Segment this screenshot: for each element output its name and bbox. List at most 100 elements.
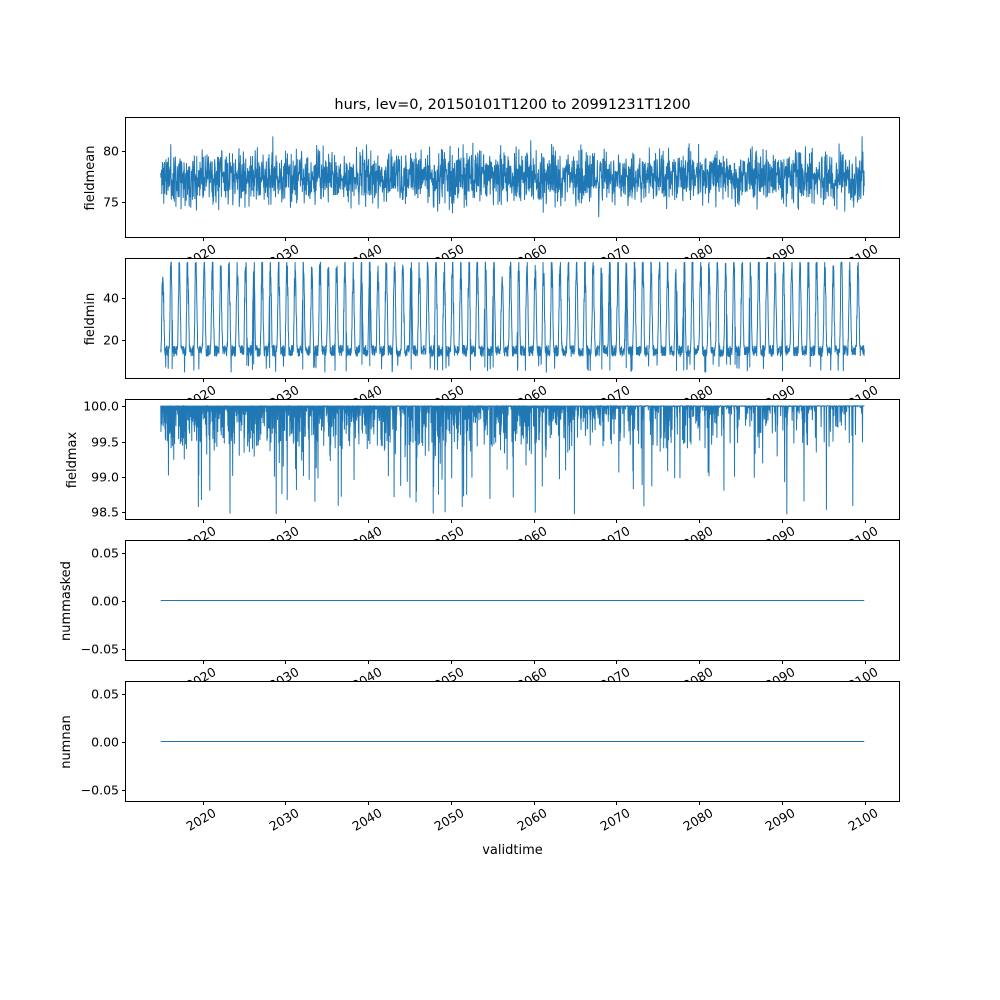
x-tick-mark [864,237,866,241]
y-tick-mark [122,201,126,203]
x-tick-mark [368,660,370,664]
x-tick-mark [864,660,866,664]
y-tick-mark [122,742,126,743]
x-tick-label: 2050 [431,805,467,834]
x-tick-label: 2080 [680,805,716,834]
x-tick-mark [368,801,370,805]
fieldmin-axis-label: fieldmin [83,292,98,345]
x-tick-label: 2060 [514,805,550,834]
y-tick-mark [122,601,126,602]
x-tick-label: 2040 [349,805,385,834]
x-tick-mark [285,660,287,664]
y-tick-mark [122,406,126,408]
x-tick-mark [533,660,535,664]
x-tick-mark [699,237,701,241]
x-tick-label: 2090 [762,805,798,834]
y-tick-mark [122,512,126,514]
subplot-numnan: numnan −0.05 0.00 0.05 2020 2030 2040 2050 2060… [59,681,900,834]
fieldmax-axis-label: fieldmax [65,431,80,488]
x-tick-mark [202,378,204,382]
x-axis-label: validtime [482,843,543,858]
subplot-fieldmax: fieldmax 98.5 99.0 99.5 100.0 2020 2030 2040 20… [65,399,900,552]
x-tick-mark [368,237,370,241]
y-tick-label: 20 [103,332,119,348]
y-tick-mark [122,340,126,342]
x-tick-mark [616,519,618,523]
y-tick-mark [122,297,126,299]
x-tick-mark [285,801,287,805]
numnan-axis-label: numnan [59,714,74,769]
x-tick-mark [202,801,204,805]
x-tick-mark [202,237,204,241]
y-tick-label: 0.00 [91,734,119,750]
x-tick-mark [616,378,618,382]
subplot-fieldmin: fieldmin 20 40 2020 2030 2040 2050 2060 2070 208… [83,258,900,411]
x-tick-mark [616,801,618,805]
x-tick-mark [864,378,866,382]
y-tick-label: 100.0 [83,398,119,414]
subplot-fieldmean: fieldmean 75 80 2020 2030 2040 2050 2060 2070 20… [83,117,900,270]
y-tick-label: 98.5 [91,504,119,520]
numnan-plot-canvas [126,682,899,801]
y-tick-mark [122,553,126,555]
x-tick-mark [368,519,370,523]
x-tick-mark [864,801,866,805]
y-tick-label: −0.05 [80,641,119,657]
x-tick-mark [450,519,452,523]
x-tick-mark [781,237,783,241]
y-tick-label: 99.5 [91,434,119,450]
x-tick-label: 2100 [845,805,881,834]
x-tick-mark [781,519,783,523]
subplot-nummasked: nummasked −0.05 0.00 0.05 2020 2030 2040 2050 2… [59,540,900,693]
x-tick-mark [450,801,452,805]
chart-title: hurs, lev=0, 20150101T1200 to 20991231T1… [334,97,691,113]
fieldmin-plot-canvas [126,259,899,378]
x-tick-mark [533,378,535,382]
x-tick-mark [616,237,618,241]
x-tick-mark [533,519,535,523]
x-tick-mark [781,378,783,382]
x-tick-mark [699,378,701,382]
x-tick-label: 2020 [183,805,219,834]
x-tick-mark [616,660,618,664]
x-tick-mark [285,378,287,382]
x-tick-mark [202,519,204,523]
x-tick-mark [285,237,287,241]
y-tick-mark [122,694,126,696]
y-tick-label: −0.05 [80,782,119,798]
y-tick-label: 75 [103,194,119,210]
y-tick-label: 40 [103,290,119,306]
x-tick-mark [533,801,535,805]
y-tick-mark [122,441,126,443]
x-tick-mark [781,801,783,805]
fieldmax-plot-canvas [126,400,899,519]
x-tick-mark [450,237,452,241]
fieldmean-axis-label: fieldmean [83,145,98,210]
y-tick-mark [122,789,126,791]
x-tick-label: 2070 [597,805,633,834]
x-tick-mark [699,801,701,805]
y-tick-mark [122,151,126,153]
x-tick-mark [450,378,452,382]
y-tick-label: 0.05 [91,686,119,702]
fieldmean-plot-canvas [126,118,899,237]
x-tick-mark [699,519,701,523]
y-tick-label: 0.05 [91,545,119,561]
x-tick-mark [285,519,287,523]
y-tick-label: 99.0 [91,469,119,485]
x-tick-mark [864,519,866,523]
nummasked-plot-canvas [126,541,899,660]
x-tick-label: 2030 [266,805,302,834]
y-tick-label: 0.00 [91,593,119,609]
x-tick-mark [450,660,452,664]
x-tick-mark [202,660,204,664]
y-tick-mark [122,648,126,650]
x-tick-mark [781,660,783,664]
x-tick-mark [368,378,370,382]
y-tick-mark [122,477,126,478]
nummasked-axis-label: nummasked [59,560,74,641]
x-tick-mark [699,660,701,664]
y-tick-label: 80 [103,143,119,159]
x-tick-mark [533,237,535,241]
